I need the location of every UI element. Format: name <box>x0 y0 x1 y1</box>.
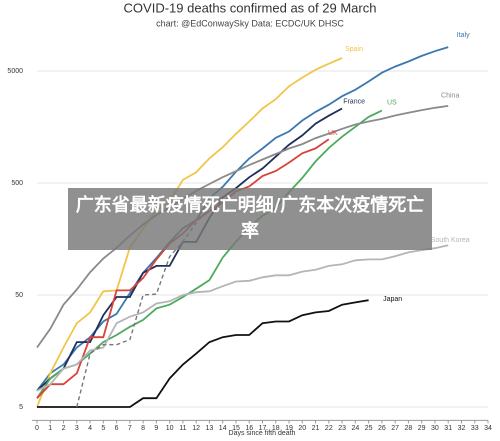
x-tick-label: 19 <box>285 425 293 432</box>
x-tick-label: 0 <box>35 425 39 432</box>
series-label: China <box>441 93 459 100</box>
x-tick-label: 32 <box>458 425 466 432</box>
x-tick-label: 3 <box>75 425 79 432</box>
x-tick-label: 33 <box>471 425 479 432</box>
x-tick-label: 25 <box>365 425 373 432</box>
y-tick-label: 50 <box>15 292 23 299</box>
x-tick-label: 23 <box>338 425 346 432</box>
series-label: South Korea <box>431 237 470 244</box>
x-tick-label: 16 <box>245 425 253 432</box>
x-tick-label: 6 <box>115 425 119 432</box>
x-tick-label: 31 <box>444 425 452 432</box>
y-tick-label: 5000 <box>7 68 23 75</box>
x-tick-label: 28 <box>405 425 413 432</box>
x-tick-label: 7 <box>128 425 132 432</box>
x-tick-label: 11 <box>179 425 186 432</box>
x-tick-label: 1 <box>48 425 52 432</box>
x-tick-label: 14 <box>219 425 227 432</box>
x-tick-label: 29 <box>418 425 426 432</box>
y-tick-label: 5 <box>19 404 23 411</box>
series-line <box>36 109 383 399</box>
y-tick-label: 500 <box>11 180 23 187</box>
series-line <box>36 105 449 349</box>
x-tick-label: 4 <box>88 425 92 432</box>
x-tick-label: 20 <box>298 425 306 432</box>
series-label: France <box>343 98 365 105</box>
x-axis-label: Days since fifth death <box>229 430 296 437</box>
series-label: UK <box>328 130 338 137</box>
x-tick-label: 22 <box>325 425 333 432</box>
x-tick-label: 17 <box>259 425 267 432</box>
series-label: Spain <box>345 46 363 53</box>
x-tick-label: 18 <box>272 425 280 432</box>
x-tick-label: 26 <box>378 425 386 432</box>
x-tick-label: 10 <box>166 425 174 432</box>
series-label: Japan <box>383 296 402 303</box>
x-tick-label: 13 <box>206 425 214 432</box>
x-tick-label: 34 <box>484 425 492 432</box>
overlay-banner: 广东省最新疫情死亡明细/广东本次疫情死亡率 <box>68 188 432 250</box>
series-label: Italy <box>457 32 470 39</box>
series-line <box>36 46 449 392</box>
x-tick-label: 15 <box>232 425 240 432</box>
x-tick-label: 8 <box>141 425 145 432</box>
chart-subtitle: chart: @EdConwaySky Data: ECDC/UK DHSC <box>156 18 344 28</box>
series-label: US <box>387 99 397 106</box>
x-tick-label: 27 <box>391 425 399 432</box>
x-tick-label: 9 <box>154 425 158 432</box>
chart-title: COVID-19 deaths confirmed as of 29 March <box>124 0 377 15</box>
series-line <box>37 299 369 408</box>
series-line <box>36 57 343 408</box>
x-tick-label: 21 <box>312 425 320 432</box>
x-tick-label: 30 <box>431 425 439 432</box>
x-tick-label: 2 <box>62 425 66 432</box>
series-line <box>36 244 449 392</box>
x-tick-label: 24 <box>351 425 359 432</box>
x-tick-label: 12 <box>192 425 200 432</box>
x-tick-label: 5 <box>101 425 105 432</box>
